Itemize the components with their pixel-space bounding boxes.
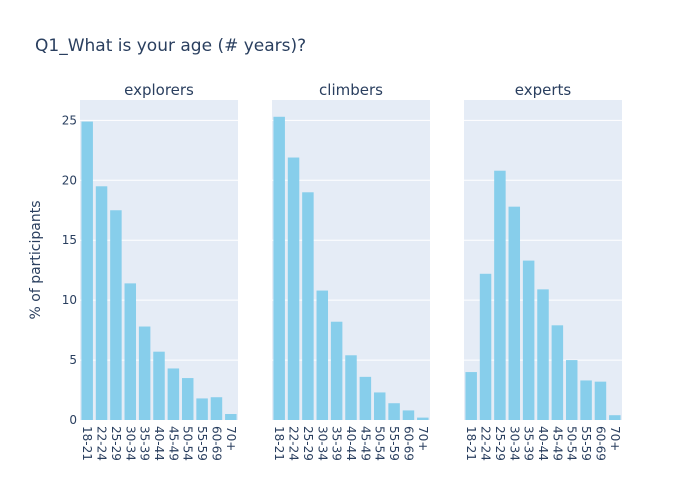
bar-60-69[interactable] (594, 381, 607, 420)
bar-18-21[interactable] (81, 121, 93, 421)
bar-50-54[interactable] (565, 360, 578, 420)
x-tick-label: 45-49 (550, 426, 564, 461)
y-tick-label: 0 (69, 413, 77, 427)
bar-50-54[interactable] (181, 378, 194, 420)
x-tick-label: 50-54 (181, 426, 195, 461)
bar-45-49[interactable] (551, 325, 564, 420)
bar-55-59[interactable] (388, 403, 400, 420)
bar-40-44[interactable] (345, 355, 357, 420)
x-tick-label: 70+ (608, 426, 622, 451)
bar-30-34[interactable] (508, 206, 521, 420)
x-tick-label: 45-49 (358, 426, 372, 461)
x-tick-label: 18-21 (464, 426, 478, 461)
x-tick-label: 35-39 (138, 426, 152, 461)
panel-title: experts (515, 81, 572, 99)
bar-18-21[interactable] (465, 372, 477, 420)
bar-22-24[interactable] (479, 273, 492, 420)
x-tick-label: 18-21 (272, 426, 286, 461)
bar-40-44[interactable] (537, 289, 549, 420)
bar-40-44[interactable] (153, 351, 165, 420)
y-tick-label: 5 (69, 353, 77, 367)
bar-22-24[interactable] (287, 157, 300, 421)
bar-70+[interactable] (417, 417, 429, 420)
y-axis-ticks: 0 5 10 15 20 25 (62, 113, 77, 427)
x-tick-label: 25-29 (493, 426, 507, 461)
x-tick-label: 30-34 (507, 426, 521, 461)
x-tick-label: 18-21 (80, 426, 94, 461)
bar-70+[interactable] (225, 414, 237, 420)
x-tick-label: 70+ (416, 426, 430, 451)
x-tick-label: 25-29 (301, 426, 315, 461)
bar-55-59[interactable] (580, 380, 592, 420)
bar-60-69[interactable] (210, 397, 223, 420)
x-tick-label: 35-39 (330, 426, 344, 461)
y-axis-label: % of participants (28, 200, 44, 319)
x-tick-label: 40-44 (152, 426, 166, 461)
x-tick-label: 40-44 (344, 426, 358, 461)
panel-title: climbers (319, 81, 383, 99)
panel-explorers: explorers 18-21 22-24 25-29 30-34 35-39 40-44 4… (80, 81, 238, 461)
panel-climbers: climbers 18-21 22-24 25-29 30-34 35-39 40-44 45… (272, 81, 430, 461)
x-tick-label: 55-59 (195, 426, 209, 461)
bar-30-34[interactable] (316, 290, 329, 420)
x-tick-label: 70+ (224, 426, 238, 451)
bar-35-39[interactable] (522, 260, 535, 420)
x-tick-label: 40-44 (536, 426, 550, 461)
x-tick-label: 22-24 (287, 426, 301, 461)
x-tick-label: 30-34 (315, 426, 329, 461)
bar-35-39[interactable] (138, 326, 151, 420)
bar-45-49[interactable] (167, 368, 180, 420)
bar-45-49[interactable] (359, 376, 372, 420)
x-tick-label: 60-69 (209, 426, 223, 461)
y-tick-label: 15 (62, 233, 77, 247)
x-tick-label: 50-54 (373, 426, 387, 461)
bar-50-54[interactable] (373, 392, 386, 420)
chart-title: Q1_What is your age (# years)? (35, 36, 306, 56)
x-tick-label: 22-24 (479, 426, 493, 461)
bar-70+[interactable] (609, 415, 621, 420)
bar-22-24[interactable] (95, 186, 108, 420)
y-tick-label: 10 (62, 293, 77, 307)
panel-experts: experts 18-21 22-24 25-29 30-34 35-39 40-44 45-… (464, 81, 622, 461)
x-tick-label: 60-69 (593, 426, 607, 461)
bar-35-39[interactable] (330, 321, 343, 420)
x-tick-label: 35-39 (522, 426, 536, 461)
x-tick-label: 50-54 (565, 426, 579, 461)
bar-25-29[interactable] (110, 210, 122, 420)
bar-25-29[interactable] (494, 170, 506, 420)
x-tick-label: 22-24 (95, 426, 109, 461)
bar-55-59[interactable] (196, 398, 208, 420)
bar-60-69[interactable] (402, 410, 415, 420)
x-tick-label: 45-49 (166, 426, 180, 461)
bar-30-34[interactable] (124, 283, 137, 420)
panel-title: explorers (124, 81, 194, 99)
y-tick-label: 20 (62, 173, 77, 187)
x-tick-label: 60-69 (401, 426, 415, 461)
x-tick-label: 55-59 (387, 426, 401, 461)
y-tick-label: 25 (62, 113, 77, 127)
x-tick-label: 30-34 (123, 426, 137, 461)
bar-25-29[interactable] (302, 192, 314, 420)
bar-18-21[interactable] (273, 116, 285, 421)
x-tick-label: 25-29 (109, 426, 123, 461)
x-tick-label: 55-59 (579, 426, 593, 461)
